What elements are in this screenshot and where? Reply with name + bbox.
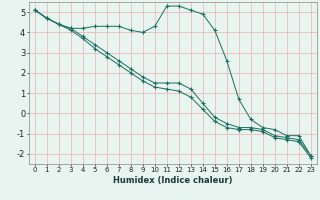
X-axis label: Humidex (Indice chaleur): Humidex (Indice chaleur): [113, 176, 233, 185]
